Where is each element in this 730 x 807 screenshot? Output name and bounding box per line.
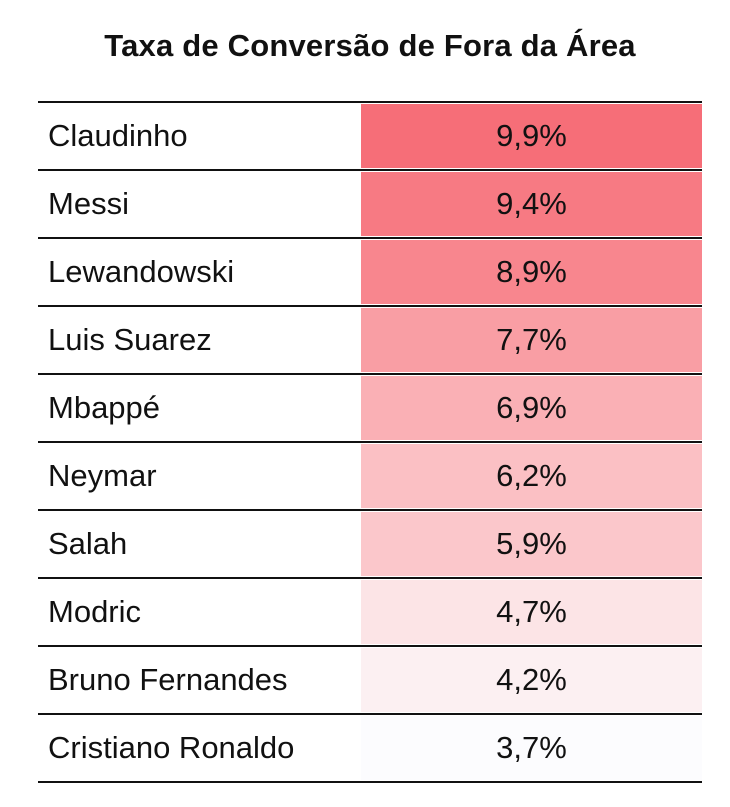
conversion-rate-cell: 6,9% bbox=[361, 376, 702, 440]
conversion-rate-cell: 3,7% bbox=[361, 716, 702, 780]
table-row: Lewandowski 8,9% bbox=[38, 239, 702, 307]
table-row: Neymar 6,2% bbox=[38, 443, 702, 511]
conversion-rate-cell: 5,9% bbox=[361, 512, 702, 576]
conversion-rate-cell: 8,9% bbox=[361, 240, 702, 304]
conversion-rate-cell: 4,2% bbox=[361, 648, 702, 712]
table-row: Cristiano Ronaldo 3,7% bbox=[38, 715, 702, 783]
table-row: Claudinho 9,9% bbox=[38, 103, 702, 171]
table-row: Salah 5,9% bbox=[38, 511, 702, 579]
table-row: Modric 4,7% bbox=[38, 579, 702, 647]
player-name-cell: Neymar bbox=[48, 458, 157, 493]
player-name-cell: Luis Suarez bbox=[48, 322, 212, 357]
player-name-cell: Lewandowski bbox=[48, 254, 235, 289]
table-row: Mbappé 6,9% bbox=[38, 375, 702, 443]
chart-title: Taxa de Conversão de Fora da Área bbox=[104, 28, 636, 63]
conversion-rate-cell: 9,4% bbox=[361, 172, 702, 236]
conversion-rate-cell: 4,7% bbox=[361, 580, 702, 644]
player-name-cell: Modric bbox=[48, 594, 142, 629]
conversion-rate-cell: 7,7% bbox=[361, 308, 702, 372]
player-name-cell: Mbappé bbox=[48, 390, 161, 425]
table-row: Luis Suarez 7,7% bbox=[38, 307, 702, 375]
player-name-cell: Bruno Fernandes bbox=[48, 662, 288, 697]
table-row: Messi 9,4% bbox=[38, 171, 702, 239]
conversion-rate-cell: 9,9% bbox=[361, 104, 702, 168]
player-name-cell: Claudinho bbox=[48, 118, 188, 153]
player-name-cell: Cristiano Ronaldo bbox=[48, 730, 295, 765]
player-name-cell: Salah bbox=[48, 526, 128, 561]
conversion-rate-table: Claudinho 9,9% Messi 9,4% Lewandowski 8,9% Lui… bbox=[38, 101, 702, 783]
table-row: Bruno Fernandes 4,2% bbox=[38, 647, 702, 715]
conversion-rate-cell: 6,2% bbox=[361, 444, 702, 508]
player-name-cell: Messi bbox=[48, 186, 129, 221]
